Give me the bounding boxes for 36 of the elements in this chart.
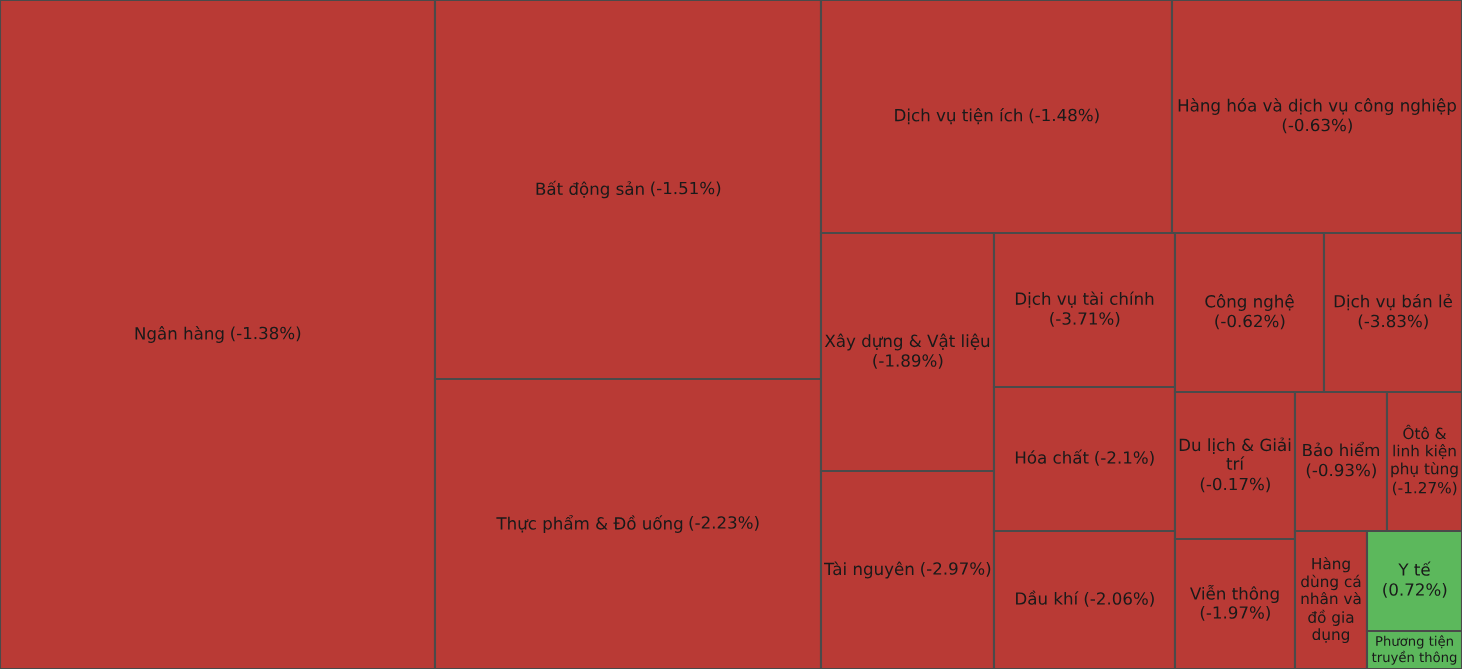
category-label: Y tế	[1398, 561, 1431, 576]
category-label: Bảo hiểm	[1303, 441, 1379, 457]
data-label: (-0.62%)	[1215, 314, 1285, 330]
category-label: Dịch vụ tiện ích	[895, 107, 1022, 125]
data-label: (-1.48%)	[1029, 108, 1099, 124]
category-label: Hàng hóa và dịch vụ công nghiệp	[1178, 98, 1456, 115]
category-label: Thực phẩm & Đồ uống	[496, 515, 683, 533]
category-label: Phương tiện truyền thông	[1371, 635, 1457, 665]
category-label: Viễn thông	[1190, 584, 1279, 604]
data-label: (-1.89%)	[873, 353, 943, 369]
category-label: Ngân hàng	[135, 326, 224, 343]
data-label: (-2.97%)	[921, 561, 991, 577]
category-label: Xây dựng & Vật liệu	[824, 333, 990, 351]
category-label: Hóa chất	[1015, 449, 1089, 464]
category-label: Du lịch & Giải trí	[1179, 437, 1291, 470]
category-label: Tài nguyên	[824, 561, 914, 579]
category-label: Dầu khí	[1016, 590, 1079, 605]
data-label: (-1.97%)	[1200, 605, 1270, 621]
category-label: Bất động sản	[536, 180, 644, 199]
data-label: (-3.83%)	[1358, 314, 1428, 330]
data-label: (-1.51%)	[651, 181, 721, 197]
data-label: (-2.23%)	[689, 515, 759, 531]
data-label: (-2.06%)	[1084, 591, 1154, 607]
data-label: (-0.93%)	[1306, 463, 1376, 479]
data-label: (-1.27%)	[1393, 481, 1457, 496]
data-label: (-3.71%)	[1050, 311, 1120, 327]
data-label: (-0.17%)	[1200, 477, 1270, 493]
data-label: (0.72%)	[1383, 582, 1447, 598]
category-label: Công nghệ	[1205, 294, 1294, 311]
category-label: Hàng dùng cá nhân và đồ gia dụng	[1301, 556, 1361, 644]
data-label: (-0.63%)	[1282, 118, 1352, 134]
category-label: Ôtô & linh kiện phụ tùng	[1391, 424, 1458, 478]
data-label: (-2.1%)	[1095, 450, 1154, 466]
category-label: Dịch vụ bán lẻ	[1334, 293, 1452, 311]
data-label: (-1.38%)	[231, 326, 301, 342]
category-label: Dịch vụ tài chính	[1015, 291, 1154, 308]
